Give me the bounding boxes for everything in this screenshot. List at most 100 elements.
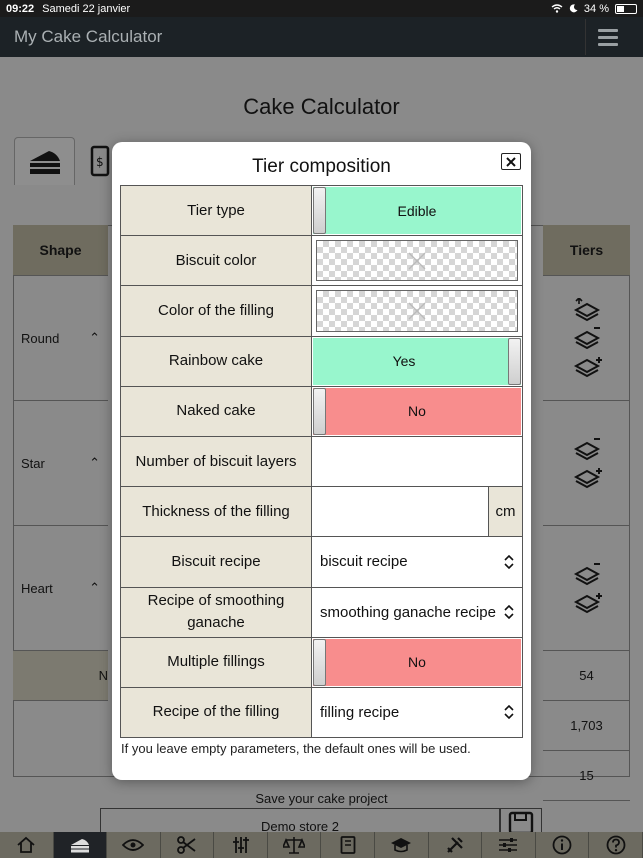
menu-button[interactable] (585, 19, 629, 55)
home-icon (17, 836, 35, 853)
summary-value-3: 15 (543, 751, 630, 801)
toolbar-scale[interactable] (268, 832, 322, 858)
toggle-track: No (313, 387, 521, 435)
app-header: My Cake Calculator (0, 17, 643, 57)
status-bar: 09:22 Samedi 22 janvier 34 % (0, 0, 643, 17)
defaults-note: If you leave empty parameters, the defau… (121, 741, 471, 756)
toolbar-cut[interactable] (161, 832, 215, 858)
tab-cake[interactable] (14, 137, 75, 185)
shape-column: Shape Round ⌃ Star ⌃ Heart ⌃ N (13, 225, 108, 701)
biscuit-recipe-select[interactable]: biscuit recipe (311, 536, 523, 588)
filling-color-picker[interactable] (311, 285, 523, 337)
hamburger-line (597, 42, 618, 46)
ganache-recipe-select[interactable]: smoothing ganache recipe (311, 586, 523, 638)
toggle-track: No (313, 638, 521, 686)
cake-icon (70, 839, 89, 853)
biscuit-color-picker[interactable] (311, 235, 523, 287)
hamburger-icon (597, 28, 618, 32)
remove-tier-icon[interactable] (572, 437, 602, 461)
wrench-icon (447, 837, 463, 853)
tier-actions (543, 276, 630, 401)
scissors-icon (177, 836, 196, 854)
remove-tier-icon[interactable] (572, 562, 602, 586)
toolbar-info[interactable] (536, 832, 590, 858)
select-box: filling recipe (312, 688, 522, 737)
color-swatch (316, 240, 518, 282)
filling-recipe-select[interactable]: filling recipe (311, 686, 523, 739)
toggle-knob (313, 638, 326, 686)
naked-label: Naked cake (120, 385, 312, 437)
row-rainbow: Rainbow cake Yes (120, 335, 523, 387)
toolbar-help[interactable] (589, 832, 643, 858)
shape-select-3[interactable]: Heart ⌃ (13, 526, 108, 651)
row-filling-recipe: Recipe of the filling filling recipe (120, 686, 523, 739)
toolbar-settings-tools[interactable] (429, 832, 483, 858)
naked-toggle[interactable]: No (311, 385, 523, 437)
toggle-track: Edible (313, 187, 521, 235)
multiple-fillings-label: Multiple fillings (120, 636, 312, 688)
row-ganache-recipe: Recipe of smoothing ganache smoothing ga… (120, 586, 523, 638)
add-tier-below-icon[interactable] (572, 590, 602, 614)
bottom-toolbar (0, 832, 643, 858)
status-date: Samedi 22 janvier (42, 2, 131, 15)
row-filling-color: Color of the filling (120, 285, 523, 337)
toggle-value: No (408, 654, 426, 671)
tier-actions (543, 401, 630, 526)
wifi-icon (551, 4, 563, 13)
save-project-label: Save your cake project (255, 791, 388, 806)
battery-text: 34 % (583, 2, 609, 15)
thickness-input[interactable] (312, 487, 489, 537)
row-layers: Number of biscuit layers (120, 435, 523, 488)
battery-icon (615, 3, 637, 14)
toolbar-view[interactable] (107, 832, 161, 858)
add-tier-icon[interactable] (572, 298, 602, 322)
summary-label: N (13, 651, 108, 701)
book-icon (340, 836, 356, 854)
summary-value-1: 54 (543, 651, 630, 701)
toolbar-recipes[interactable] (321, 832, 376, 858)
shape-select-1[interactable]: Round ⌃ (13, 276, 108, 401)
add-tier-below-icon[interactable] (572, 465, 602, 489)
no-color-icon (408, 302, 426, 320)
biscuit-recipe-label: Biscuit recipe (120, 536, 312, 588)
page-title: Cake Calculator (243, 94, 400, 119)
shape-value: Star (21, 455, 45, 471)
shape-select-2[interactable]: Star ⌃ (13, 401, 108, 526)
svg-text:$: $ (96, 155, 104, 169)
color-swatch (316, 290, 518, 332)
sliders-icon (499, 838, 518, 852)
toolbar-tools[interactable] (214, 832, 268, 858)
dialog-title: Tier composition (252, 156, 391, 177)
row-thickness: Thickness of the filling cm (120, 486, 523, 538)
moon-icon (569, 4, 578, 13)
thickness-cell: cm (311, 486, 523, 538)
tier-type-toggle[interactable]: Edible (311, 184, 523, 237)
toolbar-cake[interactable] (53, 832, 108, 858)
updown-icon: ⌃ (89, 455, 100, 470)
summary-value-2: 1,703 (543, 701, 630, 751)
toggle-value: Yes (392, 353, 416, 370)
info-icon (552, 835, 572, 855)
shape-value: Heart (21, 580, 53, 596)
tab-pricing[interactable]: $ (90, 137, 120, 185)
row-naked: Naked cake No (120, 385, 523, 437)
toolbar-adjust[interactable] (482, 832, 536, 858)
shape-header: Shape (13, 225, 108, 276)
rainbow-toggle[interactable]: Yes (311, 335, 523, 387)
toggle-knob (313, 387, 326, 435)
toggle-knob (313, 187, 326, 235)
layers-input[interactable] (311, 435, 523, 488)
multiple-fillings-toggle[interactable]: No (311, 636, 523, 688)
close-button[interactable] (501, 153, 521, 170)
no-color-icon (408, 252, 426, 270)
toolbar-home[interactable] (0, 832, 54, 858)
toolbar-learn[interactable] (375, 832, 429, 858)
status-time: 09:22 (6, 2, 35, 15)
graduation-icon (391, 838, 412, 853)
thickness-group: cm (312, 487, 522, 537)
add-tier-below-icon[interactable] (572, 354, 602, 378)
remove-tier-icon[interactable] (572, 326, 602, 350)
close-icon (506, 156, 516, 167)
biscuit-color-label: Biscuit color (120, 235, 312, 287)
eye-icon (122, 839, 145, 851)
